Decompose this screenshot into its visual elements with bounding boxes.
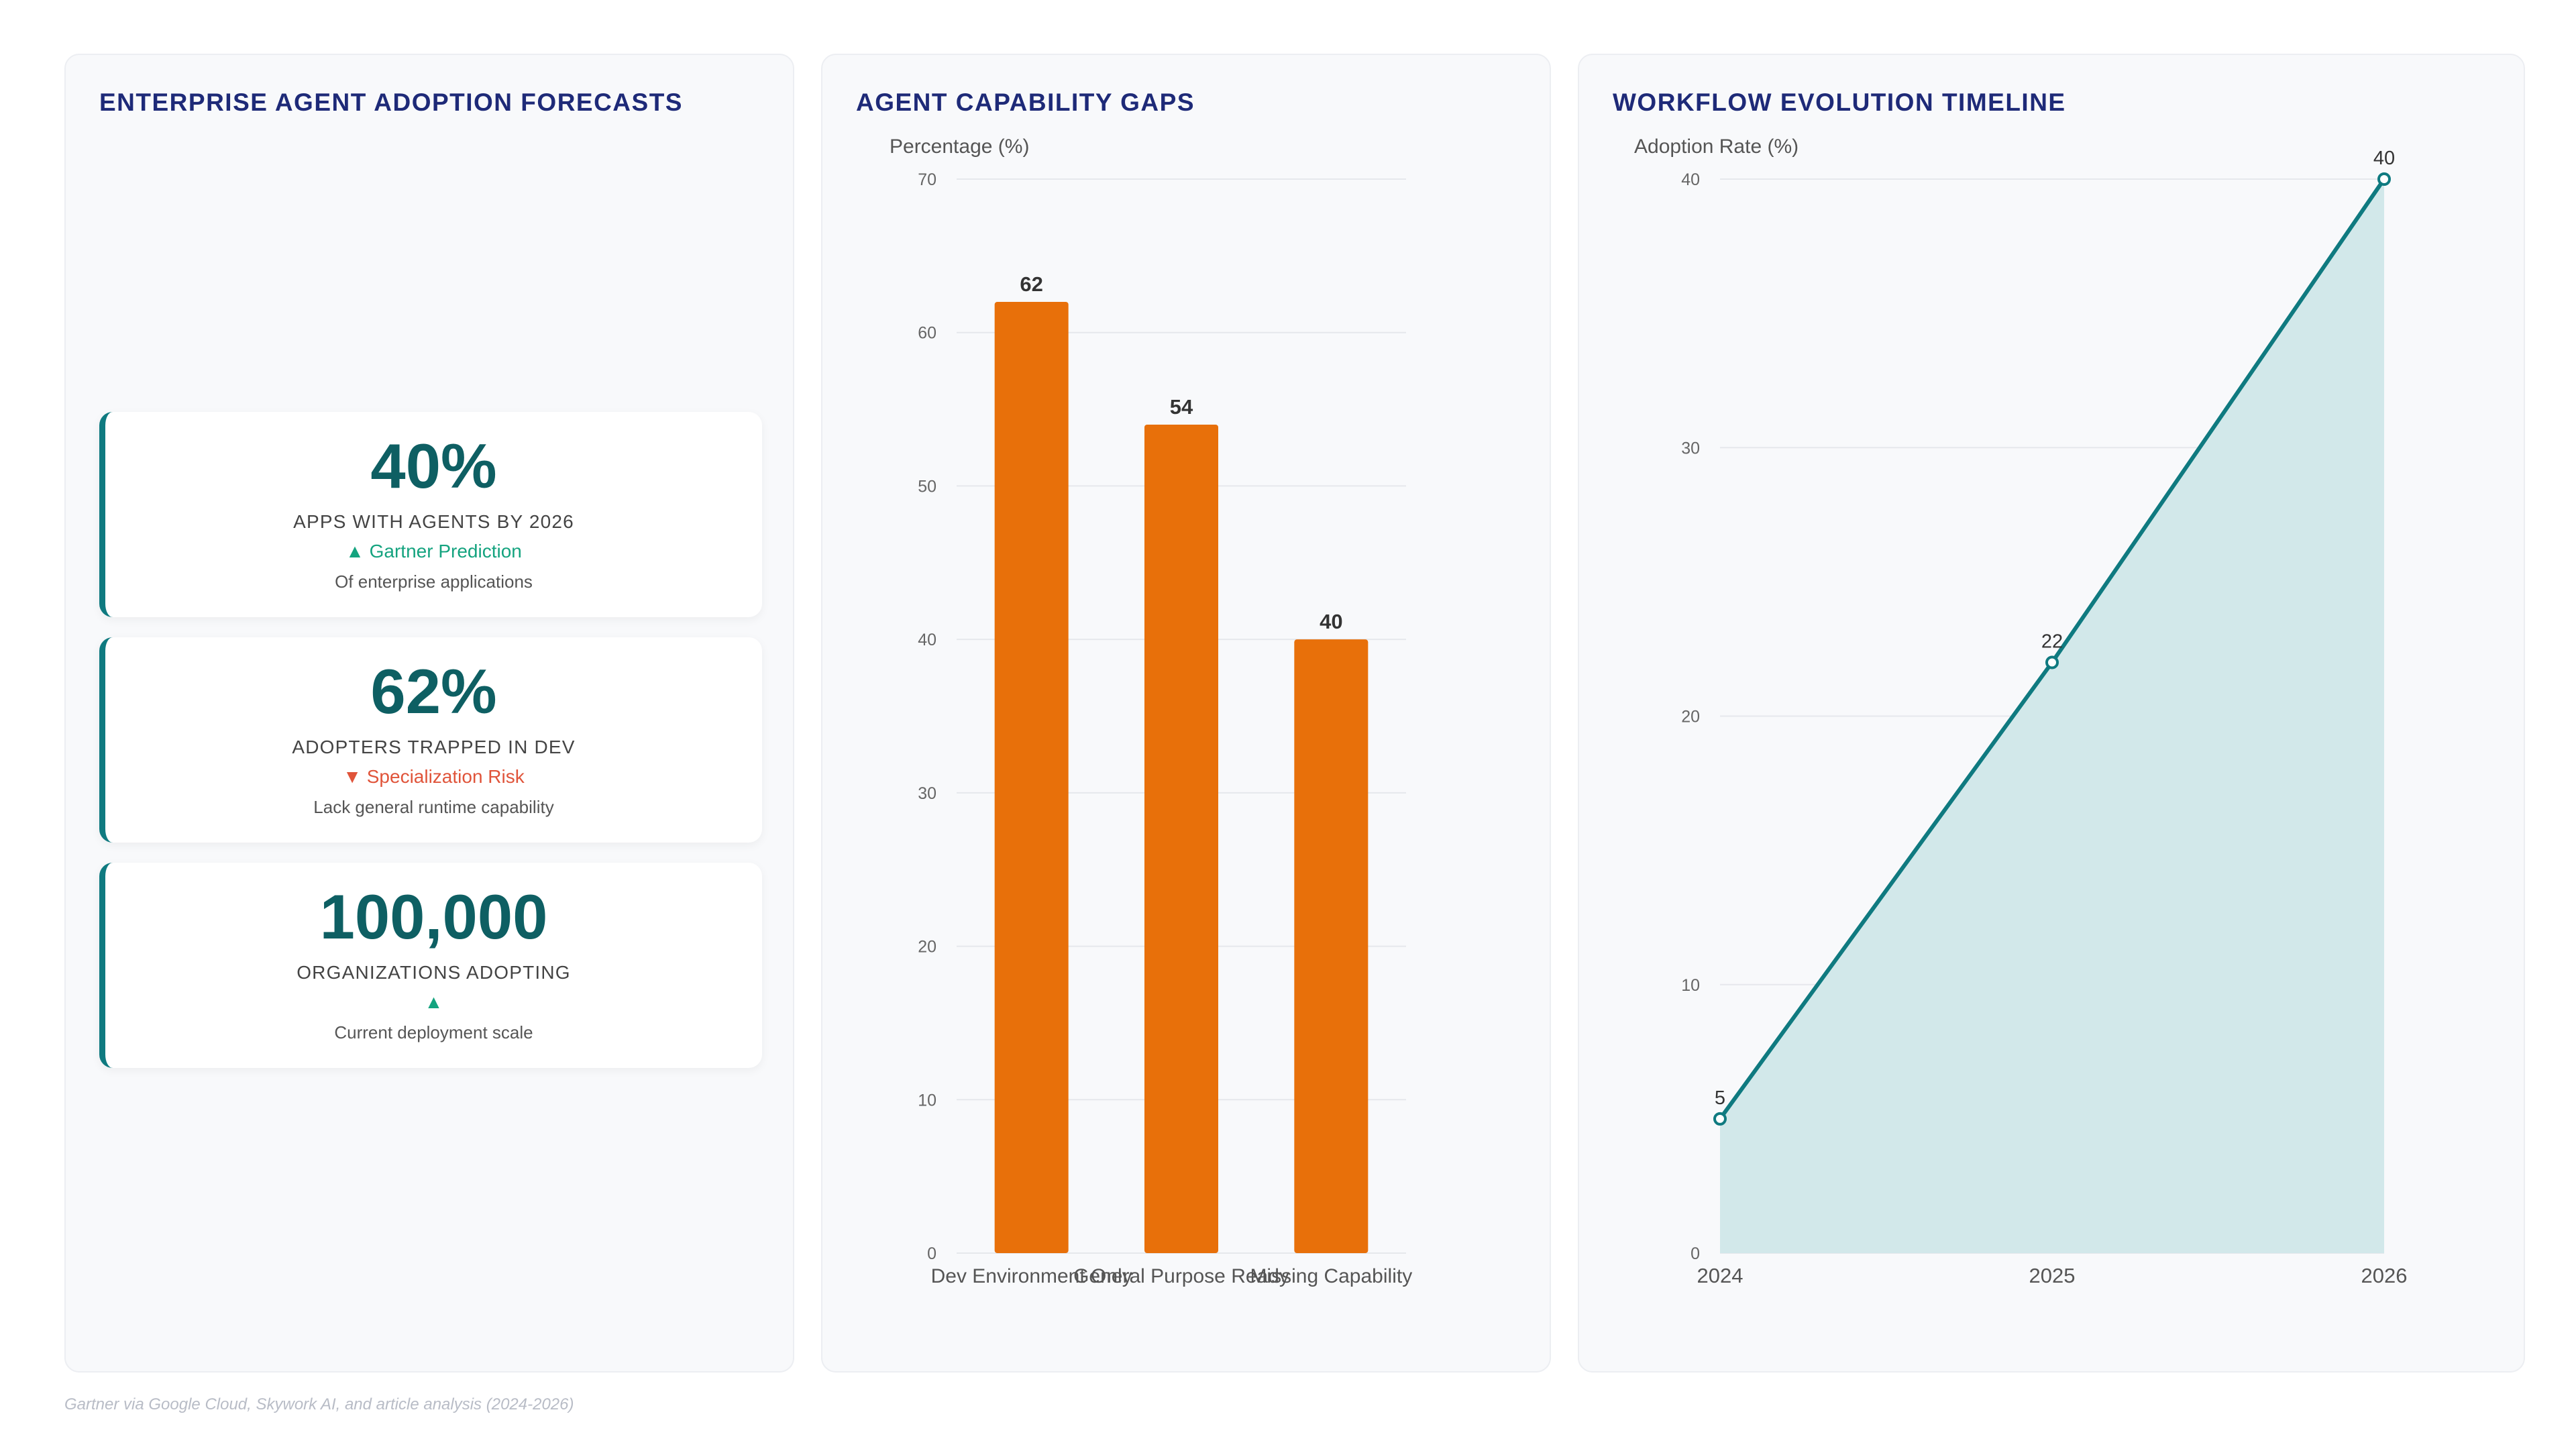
data-point <box>2045 655 2059 669</box>
kpi-value: 62% <box>370 656 497 727</box>
kpi-trend-up: ▲ <box>424 991 443 1012</box>
bar-chart: Percentage (%) 0 10 20 30 40 50 60 70 62 Dev Envir… <box>890 136 1412 1287</box>
y-axis-label: Percentage (%) <box>890 136 1029 158</box>
kpi-note: Current deployment scale <box>334 1022 533 1042</box>
area-chart: Adoption Rate (%) 0 10 20 30 40 5 22 40 2024 2025 2… <box>1634 136 2408 1287</box>
area-fill <box>1720 179 2384 1253</box>
y-tick-label: 10 <box>918 1091 936 1110</box>
data-point <box>1713 1112 1727 1126</box>
x-tick-label: 2025 <box>2029 1264 2076 1287</box>
y-axis-label: Adoption Rate (%) <box>1634 136 1799 158</box>
bar-value-label: 62 <box>1020 272 1042 296</box>
bar <box>994 301 1069 1253</box>
capability-gaps-panel: AGENT CAPABILITY GAPS Percentage (%) 0 10 2… <box>821 54 1551 1373</box>
y-tick-label: 0 <box>927 1244 936 1263</box>
y-tick-label: 30 <box>918 784 936 803</box>
data-point <box>2377 172 2391 186</box>
x-tick-label: 2026 <box>2361 1264 2408 1287</box>
kpi-value: 40% <box>370 431 497 501</box>
y-tick-label: 40 <box>1681 170 1700 189</box>
y-tick-label: 0 <box>1690 1244 1700 1263</box>
point-value-label: 40 <box>2373 148 2395 169</box>
kpi-trend-up: ▲ Gartner Prediction <box>345 541 522 561</box>
x-tick-label: Dev Environment Only <box>931 1265 1132 1287</box>
y-tick-label: 10 <box>1681 976 1700 995</box>
kpi-panel: ENTERPRISE AGENT ADOPTION FORECASTS 40% … <box>64 54 794 1373</box>
point-value-label: 22 <box>2041 631 2063 652</box>
workflow-timeline-panel: WORKFLOW EVOLUTION TIMELINE Adoption Rat… <box>1578 54 2525 1373</box>
x-tick-label: Missing Capability <box>1250 1265 1412 1287</box>
area-chart-title: WORKFLOW EVOLUTION TIMELINE <box>1613 89 2066 116</box>
kpi-trend-down: ▼ Specialization Risk <box>343 766 525 787</box>
y-tick-label: 20 <box>1681 708 1700 727</box>
source-footnote: Gartner via Google Cloud, Skywork AI, an… <box>64 1395 574 1413</box>
bar <box>1144 424 1218 1253</box>
kpi-label: ORGANIZATIONS ADOPTING <box>297 962 571 983</box>
kpi-card-apps-with-agents: 40% APPS WITH AGENTS BY 2026 ▲ Gartner P… <box>99 412 762 617</box>
x-tick-label: 2024 <box>1697 1264 1743 1287</box>
kpi-value: 100,000 <box>319 881 548 952</box>
kpi-note: Of enterprise applications <box>335 572 533 592</box>
y-tick-label: 60 <box>918 324 936 343</box>
kpi-card-adopters-trapped: 62% ADOPTERS TRAPPED IN DEV ▼ Specializa… <box>99 637 762 843</box>
y-tick-label: 40 <box>918 631 936 649</box>
kpi-card-organizations-adopting: 100,000 ORGANIZATIONS ADOPTING ▲ Current… <box>99 863 762 1068</box>
bar-chart-title: AGENT CAPABILITY GAPS <box>856 89 1195 116</box>
bar <box>1294 639 1368 1253</box>
kpi-label: ADOPTERS TRAPPED IN DEV <box>292 737 576 757</box>
x-tick-label: General Purpose Ready <box>1073 1265 1289 1287</box>
point-value-label: 5 <box>1715 1087 1725 1109</box>
y-tick-label: 50 <box>918 477 936 496</box>
bar-value-label: 54 <box>1170 395 1193 419</box>
kpi-label: APPS WITH AGENTS BY 2026 <box>293 511 574 532</box>
kpi-note: Lack general runtime capability <box>313 797 554 817</box>
y-tick-label: 20 <box>918 938 936 957</box>
y-tick-label: 30 <box>1681 439 1700 458</box>
y-tick-label: 70 <box>918 170 936 189</box>
kpi-panel-title: ENTERPRISE AGENT ADOPTION FORECASTS <box>99 89 683 116</box>
bar-value-label: 40 <box>1320 610 1342 633</box>
